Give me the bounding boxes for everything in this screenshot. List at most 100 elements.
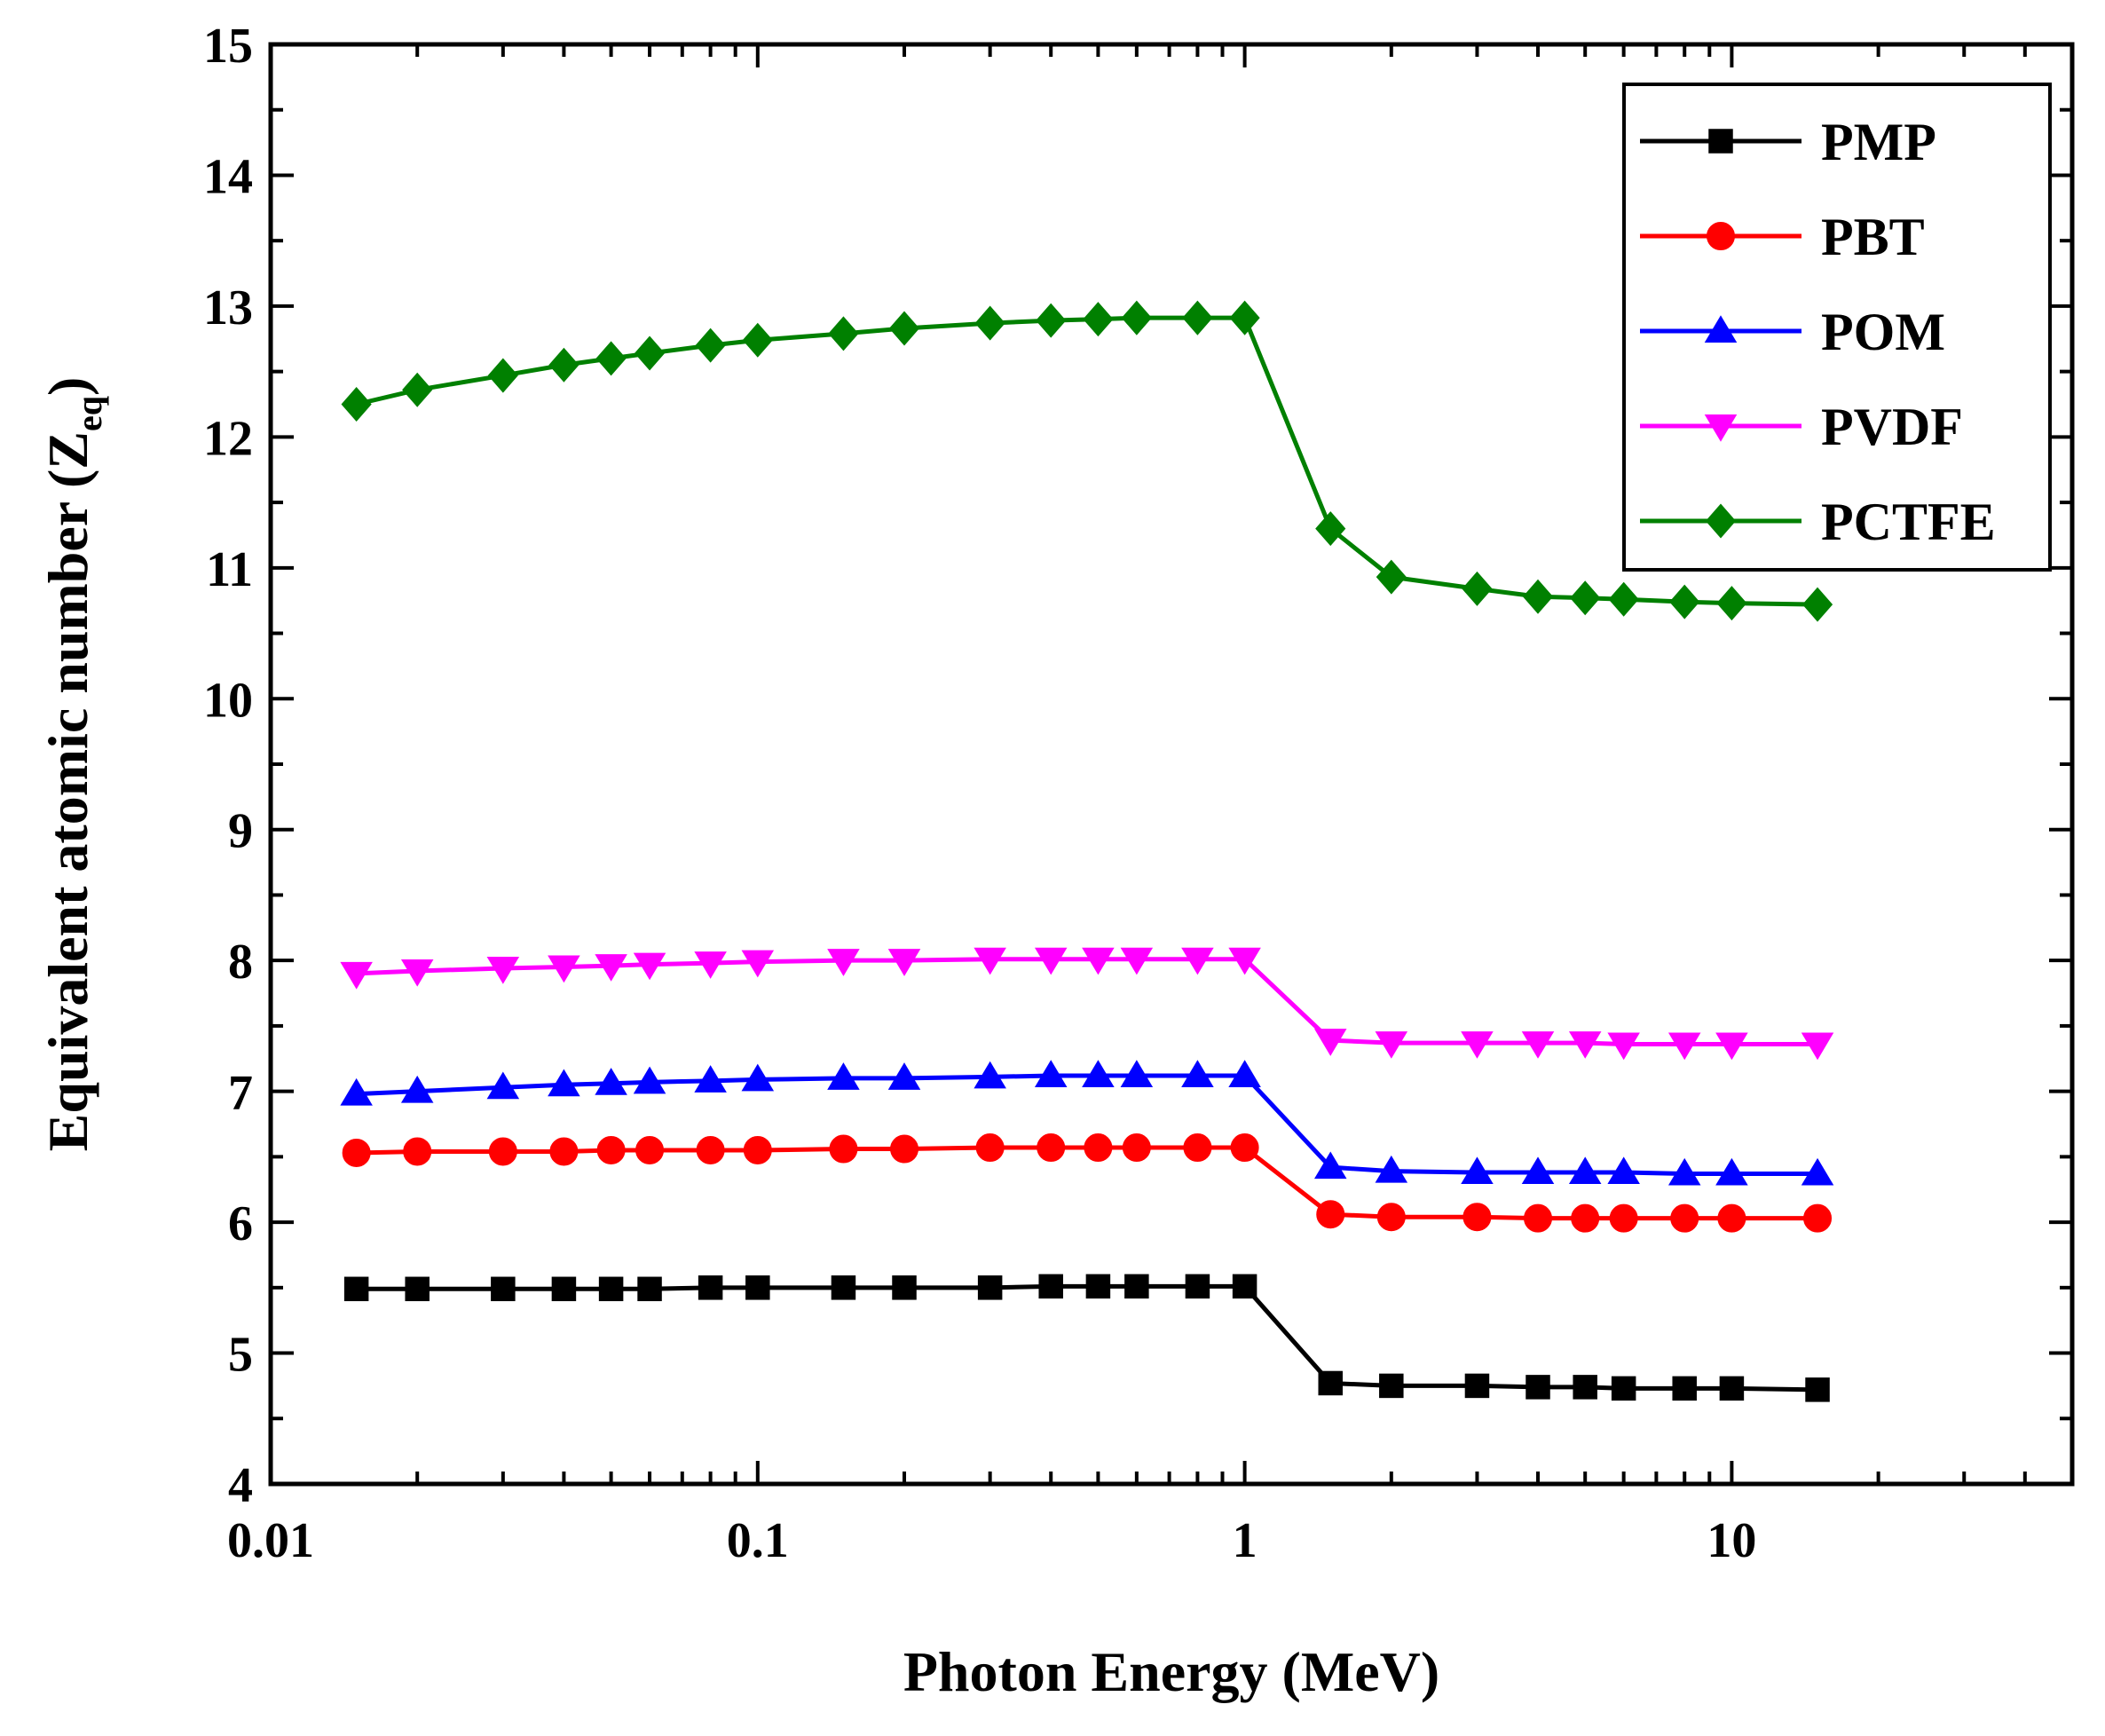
data-point — [1570, 580, 1601, 616]
data-point — [1228, 1060, 1261, 1087]
data-point — [695, 327, 726, 363]
y-tick-label: 14 — [203, 149, 253, 204]
data-point — [548, 347, 579, 383]
legend-marker — [1707, 222, 1735, 250]
data-point — [340, 961, 373, 990]
data-point — [549, 1137, 579, 1166]
data-point — [1522, 579, 1554, 614]
data-point — [1082, 1060, 1115, 1087]
data-point — [595, 341, 627, 376]
data-point — [596, 1135, 626, 1164]
data-point — [341, 386, 372, 422]
data-point — [1313, 1029, 1347, 1056]
data-point — [1462, 1203, 1492, 1232]
data-point — [1524, 1203, 1553, 1233]
data-point — [1185, 1274, 1210, 1299]
x-tick-label: 0.01 — [227, 1513, 314, 1568]
data-point — [1667, 1032, 1701, 1061]
data-point — [974, 947, 1006, 975]
data-point — [827, 949, 860, 976]
data-point — [1120, 947, 1154, 975]
data-point — [1715, 1032, 1748, 1061]
data-point — [974, 1061, 1006, 1089]
data-point — [1228, 947, 1261, 975]
data-point — [1183, 1133, 1212, 1163]
data-point — [1715, 1157, 1748, 1186]
data-point — [1124, 1274, 1149, 1299]
data-point — [1568, 1156, 1602, 1185]
y-axis-title-subscript: eq — [69, 396, 109, 431]
legend-marker — [1704, 315, 1738, 343]
data-point — [974, 305, 1005, 341]
data-point — [1034, 947, 1068, 975]
data-point — [1801, 1032, 1834, 1061]
data-point — [340, 1077, 373, 1106]
legend: PMP PBT POM PVDF PCTFE — [1622, 83, 2052, 572]
y-tick-label: 7 — [228, 1066, 253, 1121]
legend-label: PVDF — [1821, 398, 1963, 456]
data-point — [637, 1276, 662, 1302]
data-point — [698, 1275, 723, 1300]
legend-item-pbt: PBT — [1640, 208, 1925, 266]
data-point — [1608, 581, 1639, 617]
data-point — [1607, 1156, 1640, 1185]
data-point — [1082, 947, 1115, 975]
legend-label: PCTFE — [1821, 493, 1996, 551]
data-point — [742, 322, 773, 358]
data-point — [1316, 1200, 1345, 1229]
data-point — [1803, 1203, 1833, 1233]
series-pom — [340, 1060, 1834, 1186]
data-point — [1182, 300, 1213, 335]
data-point — [1084, 1133, 1113, 1163]
legend-marker — [1705, 503, 1737, 539]
data-point — [1083, 302, 1114, 337]
data-point — [1801, 587, 1833, 622]
y-tick-label: 5 — [228, 1328, 253, 1383]
series-pmp — [343, 1274, 1830, 1402]
data-point — [1669, 584, 1700, 619]
data-point — [1521, 1031, 1555, 1059]
legend-label: PBT — [1821, 208, 1925, 266]
data-point — [887, 949, 921, 976]
y-tick-label: 8 — [228, 935, 253, 990]
data-point — [1464, 1373, 1490, 1399]
data-point — [1120, 1060, 1154, 1087]
y-tick-label: 12 — [203, 411, 253, 466]
data-point — [1719, 1376, 1745, 1401]
data-point — [829, 1134, 858, 1164]
data-point — [548, 955, 580, 983]
data-point — [342, 1138, 371, 1167]
data-point — [1318, 1370, 1343, 1396]
x-tick-label: 0.1 — [727, 1513, 789, 1568]
data-point — [696, 1135, 725, 1164]
data-point — [1230, 1133, 1259, 1163]
data-point — [1375, 1155, 1408, 1183]
legend-item-pctfe: PCTFE — [1640, 493, 1996, 551]
data-point — [1232, 1274, 1257, 1299]
data-point — [1611, 1376, 1636, 1401]
plot-area — [340, 300, 1834, 1402]
data-point — [1313, 1151, 1347, 1180]
y-axis-title-suffix: ) — [36, 377, 99, 396]
data-point — [1461, 1031, 1494, 1059]
data-point — [741, 1063, 775, 1092]
data-point — [1121, 300, 1152, 335]
series-pvdf — [340, 947, 1834, 1061]
legend-item-pvdf: PVDF — [1640, 398, 1963, 456]
data-point — [1229, 300, 1260, 335]
data-point — [890, 1134, 919, 1164]
data-point — [1801, 1157, 1834, 1186]
data-point — [831, 1275, 856, 1300]
legend-label: PMP — [1821, 113, 1936, 171]
data-point — [1376, 559, 1407, 595]
data-point — [1670, 1203, 1699, 1233]
data-point — [1571, 1203, 1600, 1233]
data-point — [1805, 1377, 1830, 1402]
data-point — [1461, 1156, 1494, 1185]
data-point — [694, 1065, 727, 1093]
data-point — [1375, 1031, 1408, 1059]
data-point — [598, 1276, 624, 1302]
x-tick-label: 10 — [1707, 1513, 1756, 1568]
data-point — [1716, 586, 1747, 621]
